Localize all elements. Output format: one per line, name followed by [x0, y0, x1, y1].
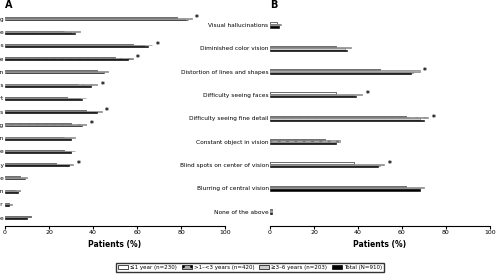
Bar	[270, 213, 272, 214]
Bar	[5, 139, 71, 140]
Text: *: *	[136, 54, 140, 63]
Bar	[270, 24, 281, 25]
Bar	[5, 203, 10, 204]
Bar	[5, 59, 128, 60]
Bar	[5, 112, 98, 113]
Bar	[5, 178, 25, 179]
Bar	[270, 69, 380, 70]
Bar	[270, 120, 424, 121]
Text: *: *	[76, 160, 80, 169]
Bar	[5, 218, 27, 219]
Bar	[5, 46, 148, 47]
Bar	[270, 210, 272, 211]
Bar	[5, 31, 80, 32]
Bar	[5, 152, 71, 153]
Bar	[5, 125, 82, 126]
Bar	[5, 204, 12, 205]
Text: *: *	[432, 114, 436, 123]
Text: *: *	[156, 41, 160, 50]
Bar	[5, 138, 71, 139]
Bar	[270, 72, 413, 73]
Bar	[5, 177, 27, 178]
Bar	[5, 33, 76, 34]
Bar	[5, 72, 104, 73]
Bar	[5, 71, 108, 72]
Bar	[5, 32, 71, 33]
Bar	[5, 86, 91, 87]
Bar	[270, 73, 411, 74]
Bar	[270, 25, 279, 26]
X-axis label: Patients (%): Patients (%)	[354, 240, 406, 249]
Bar	[5, 176, 20, 177]
Bar	[5, 70, 98, 71]
Bar	[270, 117, 428, 118]
Bar	[270, 189, 420, 191]
Text: *: *	[105, 107, 109, 116]
Legend: ≤1 year (n=230), >1–<3 years (n=420), ≥3–6 years (n=203), Total (N=910): ≤1 year (n=230), >1–<3 years (n=420), ≥3…	[116, 263, 384, 272]
Bar	[270, 96, 356, 98]
Bar	[270, 139, 325, 140]
Bar	[270, 26, 279, 28]
Bar	[270, 94, 362, 95]
Bar	[270, 166, 378, 167]
Bar	[270, 70, 420, 72]
Text: *: *	[423, 67, 427, 76]
Bar	[5, 18, 192, 19]
Bar	[5, 163, 56, 164]
Text: A: A	[5, 0, 12, 10]
Bar	[270, 95, 353, 96]
Bar	[270, 48, 345, 50]
X-axis label: Patients (%): Patients (%)	[88, 240, 142, 249]
Bar	[5, 99, 82, 100]
Bar	[270, 140, 340, 142]
Bar	[270, 186, 406, 187]
Text: *: *	[388, 160, 392, 169]
Bar	[5, 58, 132, 59]
Bar	[270, 47, 351, 48]
Bar	[270, 46, 336, 47]
Bar	[5, 150, 64, 151]
Text: B: B	[270, 0, 278, 10]
Bar	[5, 217, 27, 218]
Bar	[5, 216, 32, 217]
Bar	[270, 211, 272, 213]
Bar	[270, 187, 424, 188]
Text: *: *	[90, 120, 94, 129]
Bar	[5, 98, 80, 99]
Bar	[270, 209, 272, 210]
Text: *: *	[196, 15, 199, 23]
Bar	[270, 165, 380, 166]
Bar	[270, 143, 336, 144]
Bar	[5, 97, 66, 98]
Bar	[5, 45, 143, 46]
Bar	[5, 111, 102, 112]
Bar	[270, 142, 336, 143]
Bar	[5, 84, 98, 85]
Bar	[5, 124, 86, 125]
Bar	[270, 118, 420, 120]
Text: *: *	[366, 90, 370, 100]
Text: *: *	[100, 81, 104, 90]
Bar	[5, 110, 86, 111]
Bar	[5, 19, 186, 20]
Bar	[5, 151, 71, 152]
Bar	[270, 164, 384, 165]
Bar	[270, 116, 406, 117]
Bar	[5, 164, 73, 165]
Bar	[5, 165, 69, 166]
Bar	[270, 92, 336, 94]
Bar	[5, 85, 91, 86]
Bar	[5, 191, 18, 192]
Bar	[5, 57, 115, 58]
Bar	[5, 205, 10, 206]
Bar	[5, 190, 20, 191]
Bar	[5, 44, 132, 45]
Bar	[270, 188, 420, 189]
Bar	[270, 50, 347, 51]
Bar	[5, 137, 64, 138]
Bar	[270, 162, 353, 164]
Bar	[5, 123, 71, 124]
Bar	[270, 23, 276, 24]
